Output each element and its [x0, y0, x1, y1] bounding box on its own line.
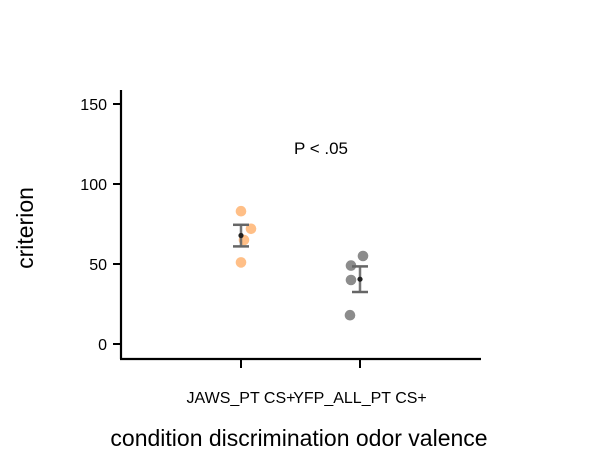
data-point: [344, 309, 356, 321]
mean-marker: [238, 232, 244, 239]
data-point: [245, 223, 257, 235]
x-axis-label: condition discrimination odor valence: [110, 425, 487, 450]
y-tick-label: 50: [89, 257, 107, 274]
p-value-annotation: P < .05: [294, 139, 348, 158]
x-tick-label: JAWS_PT CS+: [187, 390, 296, 407]
y-tick-label: 0: [98, 337, 107, 354]
data-point: [345, 274, 357, 286]
y-tick-label: 150: [80, 97, 107, 114]
y-tick-label: 100: [80, 177, 107, 194]
data-point: [345, 260, 357, 271]
plot-area: 0 50 100 150 JAWS_PT CS+YFP_ALL_PT CS+: [80, 90, 481, 407]
mean-marker: [357, 276, 363, 282]
data-point: [357, 250, 369, 262]
y-axis-label: criterion: [12, 187, 38, 269]
data-point: [235, 257, 247, 268]
x-tick-label: YFP_ALL_PT CS+: [293, 390, 427, 407]
data-point: [235, 205, 247, 217]
